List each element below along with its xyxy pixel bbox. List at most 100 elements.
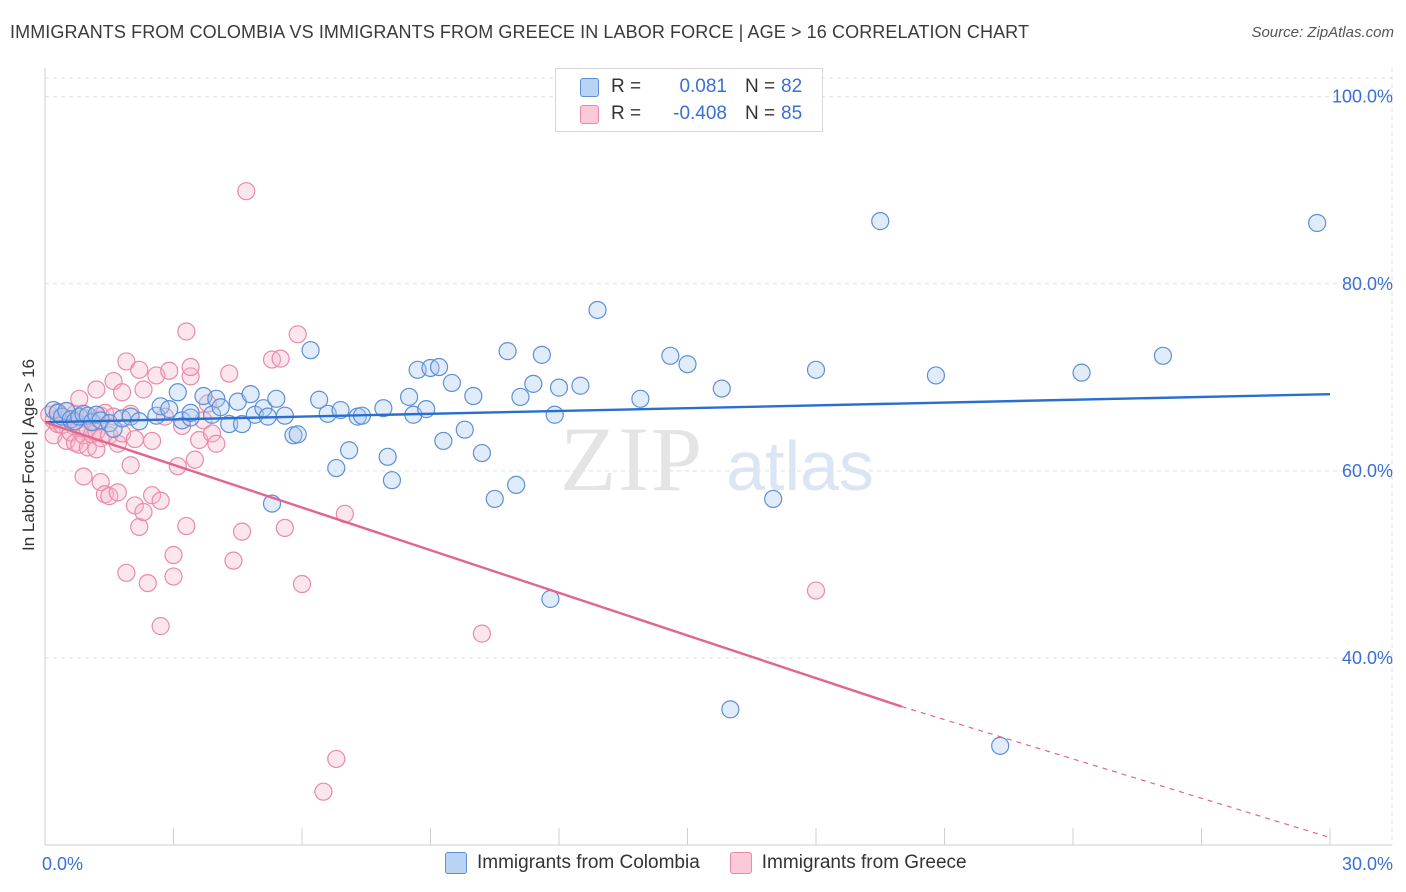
greece-trend-line [44, 421, 903, 708]
colombia-point [511, 387, 530, 407]
colombia-point [168, 383, 187, 402]
greece-point [181, 357, 200, 377]
legend-item-greece[interactable]: Immigrants from Greece [729, 852, 967, 874]
tick-labels: 40.0% 60.0% 80.0% 100.0% 0.0% 30.0% [42, 87, 1393, 874]
greece-point [117, 352, 136, 371]
legend-n-label: N = [745, 103, 776, 124]
legend-row-colombia: R = 0.081 N = 82 [580, 74, 802, 100]
legend-n-value: 85 [781, 103, 803, 124]
colombia-point [434, 431, 453, 451]
greece-point [181, 367, 200, 386]
watermark-atlas: atlas [726, 427, 874, 505]
greece-point [314, 782, 333, 801]
colombia-point [374, 399, 393, 418]
greece-point [121, 456, 140, 475]
colombia-point [712, 379, 731, 398]
greece-point [130, 360, 149, 379]
greece-point [177, 322, 196, 341]
trend-lines [44, 392, 1331, 839]
greece-point [117, 563, 136, 582]
greece-point [151, 491, 170, 510]
greece-point [134, 502, 153, 522]
greece-point [138, 573, 157, 593]
greece-point [70, 389, 89, 408]
legend-n-value: 82 [781, 76, 803, 97]
colombia-point [571, 376, 590, 395]
colombia-point [926, 366, 946, 385]
greece-point [164, 545, 183, 565]
colombia-point [241, 385, 260, 404]
greece-swatch [580, 104, 599, 124]
legend-n-label: N = [745, 76, 776, 97]
greece-point [177, 516, 196, 536]
source-label: Source: ZipAtlas.com [1251, 24, 1394, 41]
legend-r-value: 0.081 [679, 76, 727, 97]
greece-point [472, 624, 491, 643]
colombia-points [44, 212, 1327, 755]
greece-point [164, 567, 183, 586]
greece-point [806, 581, 826, 600]
greece-point [271, 349, 290, 368]
colombia-point [464, 386, 483, 406]
legend-r-value: -0.408 [673, 103, 727, 124]
colombia-point [310, 390, 329, 409]
colombia-point [331, 400, 350, 420]
colombia-legend-label: Immigrants from Colombia [477, 852, 700, 873]
colombia-point [472, 443, 491, 463]
greece-point [134, 380, 153, 399]
colombia-point [549, 378, 569, 397]
colombia-point [288, 425, 307, 444]
greece-trend-extension [901, 705, 1331, 839]
greece-point [220, 364, 239, 383]
y-tick-label: 60.0% [1342, 461, 1393, 481]
greece-point [207, 434, 226, 453]
y-tick-label: 100.0% [1332, 87, 1393, 107]
colombia-point [211, 398, 230, 417]
colombia-point [1308, 213, 1327, 233]
colombia-point [524, 374, 543, 393]
greece-point [74, 467, 93, 486]
y-tick-label: 40.0% [1342, 648, 1393, 668]
x-tick-label: 30.0% [1342, 854, 1393, 874]
colombia-point [507, 475, 526, 494]
colombia-point [545, 405, 564, 424]
legend-r-label: R = [611, 103, 642, 124]
colombia-point [207, 389, 226, 408]
colombia-point [327, 458, 346, 478]
greece-legend-swatch [729, 852, 752, 874]
colombia-point [485, 489, 504, 509]
colombia-point [267, 389, 286, 408]
chart-title: IMMIGRANTS FROM COLOMBIA VS IMMIGRANTS F… [10, 22, 1030, 42]
colombia-point [991, 736, 1010, 755]
greece-point [142, 431, 162, 451]
greece-point [125, 429, 145, 449]
x-tick-label: 0.0% [42, 854, 83, 874]
colombia-point [588, 300, 607, 320]
colombia-point [429, 357, 449, 377]
greece-point [112, 383, 132, 402]
greece-point [327, 749, 346, 769]
colombia-point [340, 441, 359, 460]
colombia-point [378, 447, 397, 466]
greece-point [292, 574, 312, 594]
y-axis-label: In Labor Force | Age > 16 [19, 359, 38, 551]
colombia-point [764, 489, 783, 509]
greece-points [40, 182, 826, 801]
y-tick-label: 80.0% [1342, 274, 1393, 294]
colombia-point [301, 341, 320, 360]
colombia-point [1072, 363, 1091, 382]
colombia-point [232, 414, 252, 434]
greece-point [224, 551, 243, 570]
correlation-legend: R = 0.081 N = 82 R = -0.408 N = 85 [555, 68, 823, 132]
greece-point [275, 518, 294, 538]
colombia-point [455, 420, 474, 439]
legend-item-colombia[interactable]: Immigrants from Colombia [445, 852, 700, 874]
greece-point [87, 380, 106, 399]
colombia-point [220, 414, 239, 434]
legend-r-label: R = [611, 76, 642, 97]
axes [44, 68, 1392, 846]
colombia-point [498, 342, 517, 361]
colombia-legend-swatch [445, 852, 467, 874]
greece-legend-label: Immigrants from Greece [761, 852, 967, 873]
